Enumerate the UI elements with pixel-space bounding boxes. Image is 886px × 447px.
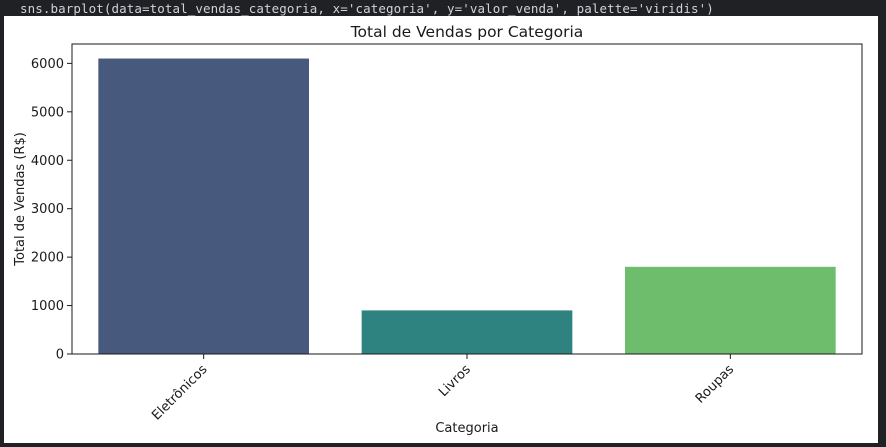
chart-title: Total de Vendas por Categoria xyxy=(350,23,584,41)
y-tick-label: 1000 xyxy=(31,299,64,314)
code-line: sns.barplot(data=total_vendas_categoria,… xyxy=(20,1,714,16)
y-tick-label: 0 xyxy=(56,348,64,363)
y-axis-label: Total de Vendas (R$) xyxy=(13,132,28,267)
bars-group xyxy=(98,58,836,354)
x-tick-label: Eletrônicos xyxy=(149,362,210,423)
y-ticks-group: 0 1000 2000 3000 4000 5000 6000 xyxy=(31,57,72,363)
x-tick-label: Livros xyxy=(436,362,474,400)
bar-1 xyxy=(98,58,309,354)
plot-frame xyxy=(71,43,863,355)
bar-3 xyxy=(625,266,836,354)
x-tick-label: Roupas xyxy=(693,362,737,406)
y-tick-label: 5000 xyxy=(31,105,64,120)
x-ticks-group: Eletrônicos Livros Roupas xyxy=(149,354,737,424)
y-tick-label: 2000 xyxy=(31,251,64,266)
x-axis-label: Categoria xyxy=(435,421,498,436)
y-tick-label: 3000 xyxy=(31,202,64,217)
y-tick-label: 6000 xyxy=(31,57,64,72)
y-tick-label: 4000 xyxy=(31,154,64,169)
bar-2 xyxy=(361,310,573,354)
